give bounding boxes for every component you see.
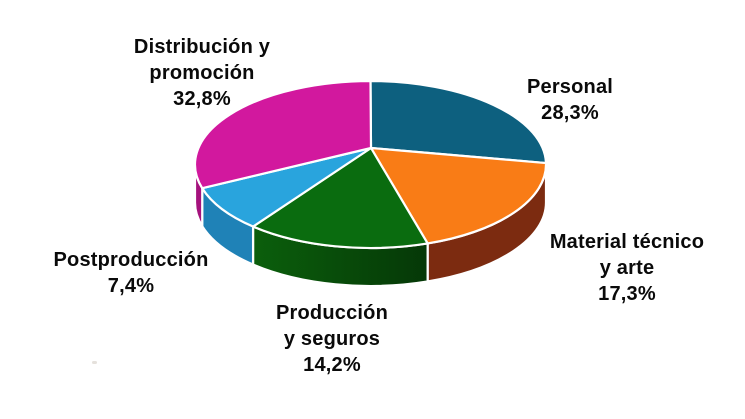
label-postproduccion: Postproducción 7,4% <box>53 247 208 299</box>
label-material-tecnico-y-arte: Material técnico y arte 17,3% <box>550 229 704 307</box>
label-material-pct: 17,3% <box>598 283 656 305</box>
label-personal: Personal 28,3% <box>527 74 613 126</box>
label-produccion-line2: y seguros <box>283 328 381 350</box>
label-postproduccion-pct: 7,4% <box>107 275 155 297</box>
pie-slice-personal <box>369 79 548 165</box>
pie-slice-produccion-y-seguros <box>251 146 429 250</box>
label-material-line2: y arte <box>599 257 655 279</box>
label-distribucion-line2: promoción <box>149 62 255 84</box>
smudge-artifact <box>92 361 97 364</box>
label-material-line1: Material técnico <box>549 231 705 253</box>
label-personal-pct: 28,3% <box>541 102 599 124</box>
label-distribucion-line1: Distribución y <box>133 36 271 58</box>
label-produccion-line1: Producción <box>275 302 389 324</box>
label-produccion-pct: 14,2% <box>303 354 361 376</box>
label-distribucion-y-promocion: Distribución y promoción 32,8% <box>134 34 270 112</box>
pie-slice-distribucion-y-promocion <box>193 79 373 190</box>
label-postproduccion-line1: Postproducción <box>53 249 209 271</box>
label-produccion-y-seguros: Producción y seguros 14,2% <box>276 300 388 378</box>
label-personal-line1: Personal <box>526 76 614 98</box>
label-distribucion-pct: 32,8% <box>173 88 231 110</box>
